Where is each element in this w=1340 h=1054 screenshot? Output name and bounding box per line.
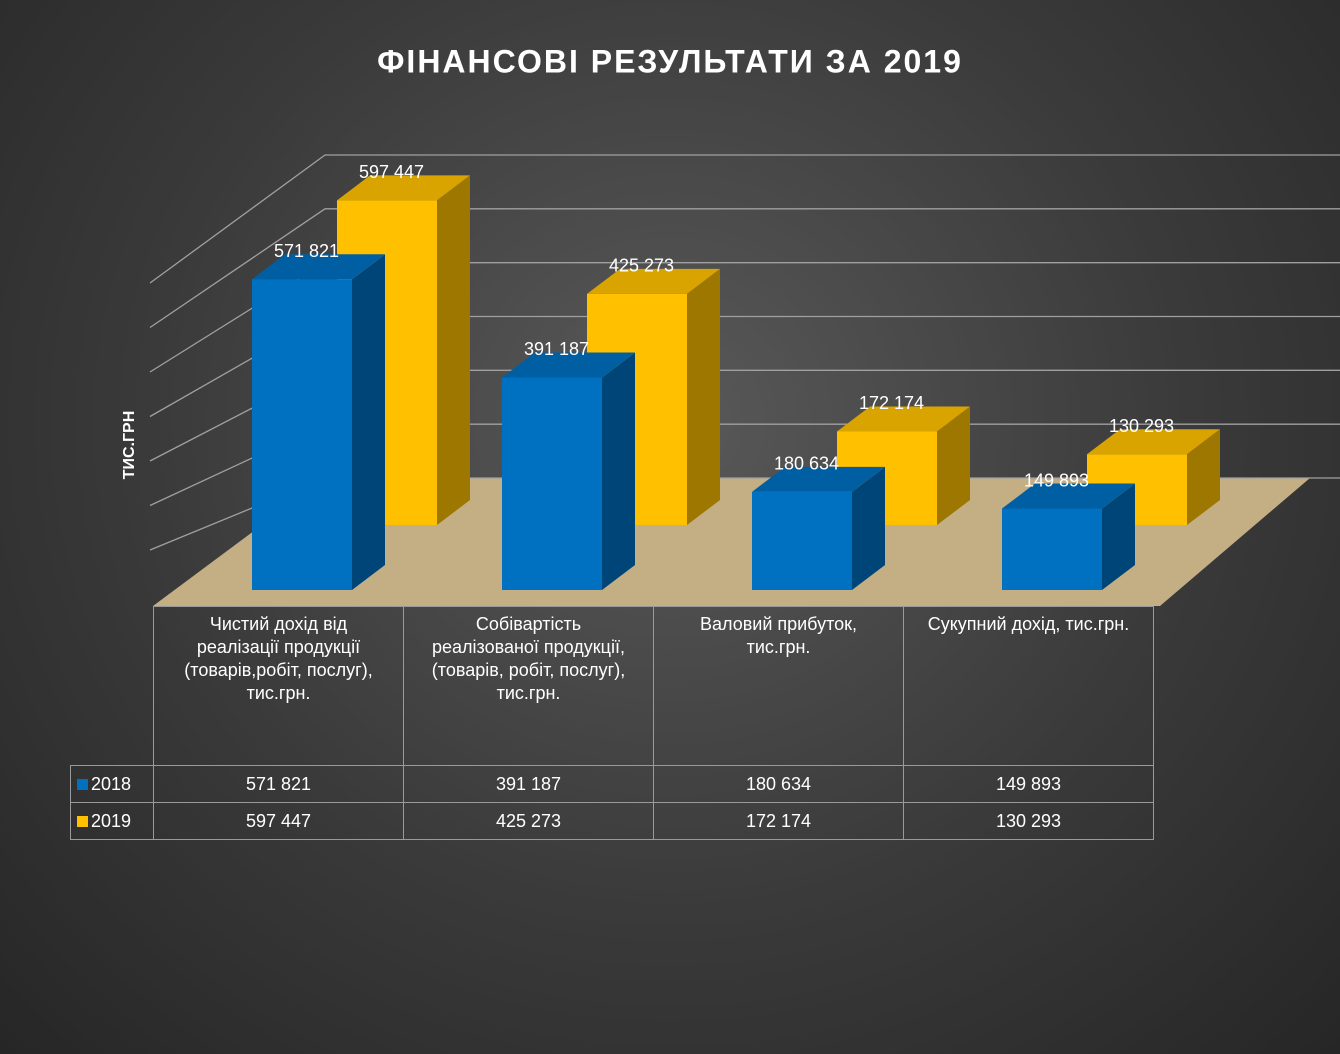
grid-line: [149, 154, 1340, 284]
chart-title: ФІНАНСОВІ РЕЗУЛЬТАТИ ЗА 2019: [377, 43, 963, 79]
data-label: 149 893: [1024, 470, 1089, 490]
table-value: 391 187: [403, 765, 654, 803]
bar-top: [1002, 483, 1135, 509]
bar-top: [587, 268, 720, 294]
data-label: 597 447: [359, 162, 424, 182]
bar-front: [252, 279, 352, 590]
table-value: 597 447: [153, 802, 404, 840]
table-value: 130 293: [903, 802, 1154, 840]
table-value: 571 821: [153, 765, 404, 803]
bar-side: [1102, 483, 1135, 590]
bar-top: [837, 406, 970, 432]
y-axis-label: ТИС.ГРН: [121, 411, 138, 480]
bar-side: [852, 466, 885, 590]
bar-side: [1187, 429, 1220, 525]
bar-top: [1087, 429, 1220, 455]
bar: [752, 466, 885, 590]
legend-swatch: [77, 815, 88, 827]
bar: [502, 352, 635, 590]
legend-swatch: [77, 778, 88, 790]
data-label: 391 187: [524, 339, 589, 359]
grid-line: [149, 208, 1340, 329]
table-value: 180 634: [653, 765, 904, 803]
data-label: 130 293: [1109, 416, 1174, 436]
data-label: 425 273: [609, 256, 674, 276]
bar-front: [502, 377, 602, 590]
legend-entry: 2018: [70, 765, 154, 803]
bar-top: [337, 175, 470, 201]
legend-label: 2019: [91, 810, 132, 831]
table-value: 172 174: [653, 802, 904, 840]
legend-label: 2018: [91, 773, 132, 794]
category-label: Собівартість реалізованої продукції, (то…: [403, 606, 654, 766]
category-label: Сукупний дохід, тис.грн.: [903, 606, 1154, 766]
table-value: 149 893: [903, 765, 1154, 803]
bar-side: [602, 352, 635, 590]
table-value: 425 273: [403, 802, 654, 840]
legend-entry: 2019: [70, 802, 154, 840]
bar-side: [937, 406, 970, 525]
bar-top: [502, 352, 635, 378]
data-label: 180 634: [774, 454, 839, 474]
bar: [252, 254, 385, 590]
bar-side: [437, 175, 470, 525]
bar-front: [1002, 508, 1102, 590]
bar: [1002, 483, 1135, 590]
category-label: Валовий прибуток, тис.грн.: [653, 606, 904, 766]
bar-top: [252, 254, 385, 280]
bar-top: [752, 466, 885, 492]
data-label: 172 174: [859, 393, 924, 413]
bar-side: [687, 268, 720, 525]
bar-front: [752, 491, 852, 590]
category-label: Чистий дохід від реалізації продукції (т…: [153, 606, 404, 766]
data-label: 571 821: [274, 241, 339, 261]
bar-side: [352, 254, 385, 590]
